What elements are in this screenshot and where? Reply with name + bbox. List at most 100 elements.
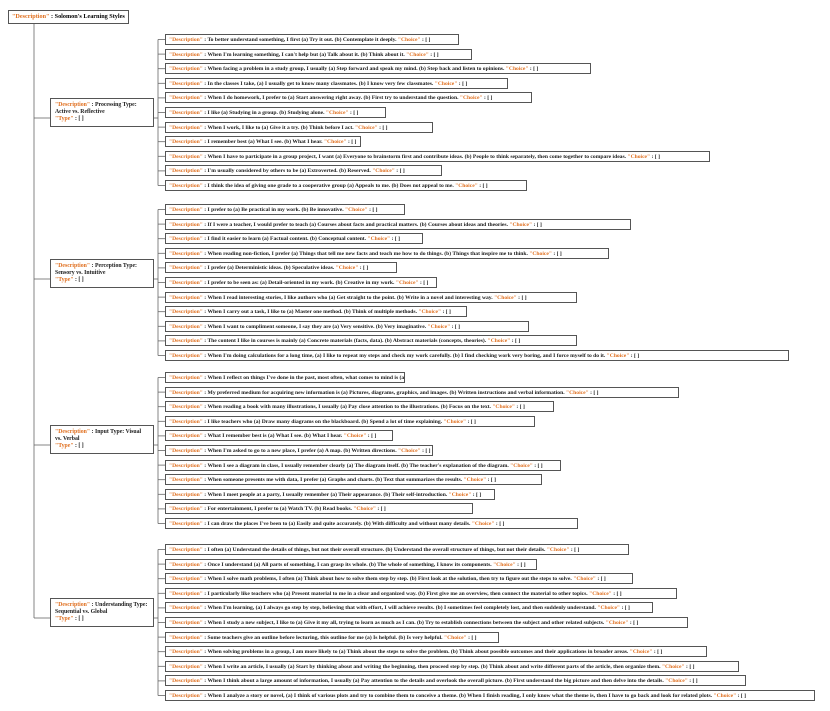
question-node: "Description" : When I have to participa…	[165, 150, 710, 162]
question-text: Once I understand (a) All parts of somet…	[207, 561, 492, 568]
category-node: "Description" : Input Type: Visual vs. V…	[50, 425, 154, 454]
separator: :	[494, 521, 500, 527]
question-text: When facing a problem in a study group, …	[207, 66, 505, 73]
question-text: Some teachers give an outline before lec…	[207, 634, 443, 641]
choice-key: "Choice"	[665, 678, 688, 685]
separator: :	[202, 124, 208, 131]
question-text: My preferred medium for acquiring new in…	[207, 389, 565, 396]
choice-key: "Choice"	[509, 221, 533, 228]
choice-value: [ ]	[423, 280, 429, 286]
choice-value: [ ]	[634, 353, 640, 359]
choice-value: [ ]	[454, 323, 460, 330]
choice-value: [ ]	[363, 265, 369, 272]
question-node: "Description" : When solving problems in…	[165, 646, 707, 658]
separator: :	[202, 221, 208, 228]
question-node: "Description" : In the classes I take, (…	[165, 77, 508, 89]
question-node: "Description" : The content I like in co…	[165, 335, 577, 347]
question-text: For entertainment, I prefer to (a) Watch…	[207, 506, 352, 513]
description-key: "Description"	[169, 561, 203, 568]
separator: :	[202, 323, 208, 330]
separator: :	[366, 433, 372, 440]
choice-key: "Choice"	[463, 477, 487, 484]
choice-value: [ ]	[476, 491, 482, 498]
choice-value: [ ]	[353, 110, 359, 116]
choice-key: "Choice"	[335, 265, 359, 272]
separator: :	[420, 37, 426, 43]
choice-key: "Choice"	[459, 95, 483, 102]
choice-key: "Choice"	[606, 353, 630, 359]
choice-value: [ ]	[371, 433, 377, 440]
separator: :	[202, 183, 208, 189]
root-title: :	[51, 13, 55, 20]
description-key: "Description"	[169, 280, 203, 286]
question-text: I'm usually considered by others to be (…	[207, 168, 371, 175]
question-node: "Description" : I prefer to (a) Be pract…	[165, 204, 405, 215]
choice-value: [ ]	[425, 448, 431, 454]
separator: :	[202, 66, 208, 73]
description-key: "Description"	[169, 649, 203, 656]
separator: :	[687, 678, 693, 685]
category-node: "Description" : Processing Type: Active …	[50, 98, 154, 127]
choice-key: "Choice"	[713, 693, 737, 699]
separator: :	[595, 576, 601, 583]
choice-value: [ ]	[351, 139, 357, 146]
choice-key: "Choice"	[493, 561, 516, 568]
question-text: When solving problems in a group, I am m…	[207, 649, 629, 656]
separator: :	[90, 102, 95, 108]
choice-value: [ ]	[394, 236, 400, 243]
description-key: "Description"	[169, 506, 203, 513]
description-key: "Description"	[169, 491, 203, 498]
separator: :	[202, 338, 208, 345]
question-text: When I want to compliment someone, I say…	[207, 323, 427, 330]
choice-key: "Choice"	[605, 620, 629, 626]
choice-key: "Choice"	[395, 280, 419, 286]
question-text: When I meet people at a party, I usually…	[207, 491, 448, 498]
question-node: "Description" : For entertainment, I pre…	[165, 503, 473, 515]
choice-key: "Choice"	[661, 663, 685, 670]
description-key: "Description"	[169, 323, 203, 330]
choice-value: [ ]	[499, 521, 505, 527]
description-key: "Description"	[169, 294, 203, 301]
question-text: When I solve math problems, I often (a) …	[207, 576, 572, 583]
choice-key: "Choice"	[510, 462, 533, 469]
choice-key: "Choice"	[418, 309, 442, 316]
type-value: [ ]	[78, 616, 84, 622]
choice-key: "Choice"	[343, 433, 367, 440]
separator: :	[477, 183, 483, 189]
question-text: When I work, I like to (a) Give it a try…	[207, 124, 354, 131]
root-text: Solomon's Learning Styles	[54, 13, 125, 20]
question-node: "Description" : When reading non-fiction…	[165, 247, 609, 259]
description-key: "Description"	[169, 124, 203, 131]
description-key: "Description"	[169, 236, 203, 243]
separator: :	[510, 338, 515, 345]
choice-value: [ ]	[537, 462, 543, 469]
choice-key: "Choice"	[492, 404, 516, 411]
separator: :	[202, 280, 208, 286]
question-text: I prefer to (a) Be practical in my work.…	[207, 207, 344, 213]
separator: :	[394, 168, 400, 175]
description-key: "Description"	[169, 389, 203, 396]
choice-key: "Choice"	[372, 168, 395, 175]
question-node: "Description" : When I see a diagram in …	[165, 459, 561, 471]
category-node: "Description" : Understanding Type: Sequ…	[50, 598, 154, 627]
choice-value: [ ]	[600, 576, 606, 583]
question-text: When I reflect on things I've done in th…	[207, 375, 405, 381]
question-node: "Description" : I prefer (a) Determinist…	[165, 262, 397, 274]
choice-key: "Choice"	[434, 80, 458, 87]
description-key: "Description"	[169, 547, 203, 553]
choice-key: "Choice"	[471, 521, 495, 527]
choice-key: "Choice"	[345, 207, 368, 213]
separator: :	[73, 277, 79, 283]
description-key: "Description"	[169, 678, 203, 685]
separator: :	[202, 250, 208, 257]
separator: :	[532, 462, 538, 469]
separator: :	[202, 678, 208, 685]
choice-value: [ ]	[689, 663, 695, 670]
separator: :	[202, 207, 208, 213]
separator: :	[441, 309, 446, 316]
choice-value: [ ]	[654, 153, 660, 160]
question-text: I often (a) Understand the details of th…	[207, 547, 546, 553]
choice-key: "Choice"	[589, 590, 612, 597]
separator: :	[202, 375, 208, 381]
